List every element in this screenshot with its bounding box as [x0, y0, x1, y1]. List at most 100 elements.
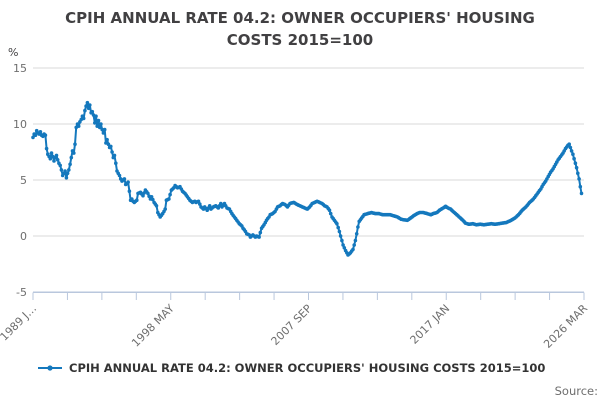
- x-tick-label: 1998 MAY: [129, 302, 177, 350]
- y-tick-label: 5: [20, 174, 27, 187]
- series-point: [351, 247, 355, 252]
- series-point: [337, 229, 342, 234]
- series-point: [55, 158, 60, 162]
- series-point: [76, 124, 81, 128]
- series-point: [353, 238, 358, 243]
- series-point: [31, 135, 35, 140]
- series-point: [574, 165, 579, 170]
- series-point: [122, 177, 127, 181]
- series-point: [73, 142, 77, 146]
- series-point: [207, 204, 212, 208]
- series-point: [88, 103, 92, 107]
- series-point: [83, 108, 87, 113]
- series-point: [151, 197, 155, 202]
- series-point: [258, 230, 263, 235]
- series-point: [100, 127, 104, 132]
- series-point: [59, 168, 64, 172]
- source-label: Source:: [554, 384, 598, 398]
- series-point: [127, 189, 132, 193]
- series-point: [352, 243, 357, 247]
- series-point: [577, 177, 581, 181]
- series-point: [106, 142, 111, 146]
- series-point: [105, 137, 109, 142]
- chart-title: CPIH ANNUAL RATE 04.2: OWNER OCCUPIERS' …: [65, 9, 535, 49]
- series-point: [43, 133, 48, 137]
- series-point: [257, 235, 261, 239]
- legend-line-marker-icon: [38, 365, 62, 371]
- series-point: [196, 199, 201, 204]
- series-point: [64, 176, 69, 180]
- series-point: [96, 118, 101, 123]
- series-point: [112, 153, 117, 158]
- series-point: [97, 125, 102, 130]
- series-point: [198, 202, 202, 206]
- series-point: [102, 127, 107, 132]
- chart-plot: 15 10 5 0 -5 1989 J… 1998 MAY 2007 SEP 2017 JAN 2…: [0, 62, 590, 351]
- series-point: [67, 168, 71, 172]
- series-point: [49, 151, 54, 155]
- series-point: [578, 184, 583, 189]
- series-point: [93, 121, 97, 125]
- y-tick-label: 0: [20, 230, 27, 243]
- x-tick-label: 2007 SEP: [269, 302, 315, 348]
- series-point: [573, 161, 578, 165]
- series-line: [32, 101, 583, 256]
- series-point: [86, 106, 91, 111]
- series-point: [63, 169, 67, 173]
- series-point: [154, 204, 159, 208]
- series-point: [167, 197, 171, 201]
- series-point: [90, 109, 95, 114]
- series-point: [168, 192, 172, 197]
- series-point: [65, 171, 70, 176]
- series-point: [81, 116, 86, 121]
- legend-label: CPIH ANNUAL RATE 04.2: OWNER OCCUPIERS' …: [69, 361, 546, 375]
- series-point: [568, 145, 573, 150]
- series-point: [342, 246, 347, 250]
- series-point: [149, 195, 154, 199]
- series-point: [94, 114, 98, 118]
- series-point: [327, 208, 332, 212]
- series-point: [54, 153, 59, 158]
- series-point: [84, 104, 88, 108]
- series-point: [356, 225, 360, 229]
- series-point: [567, 142, 571, 146]
- series-point: [335, 221, 339, 226]
- x-tick-label: 2017 JAN: [408, 302, 453, 347]
- legend: CPIH ANNUAL RATE 04.2: OWNER OCCUPIERS' …: [37, 361, 545, 375]
- series-point: [114, 161, 118, 165]
- y-axis-unit-label: %: [8, 46, 19, 59]
- series-point: [33, 133, 38, 137]
- y-tick-label: 15: [13, 62, 27, 75]
- series-point: [68, 162, 72, 167]
- series-point: [48, 156, 53, 161]
- series-point: [117, 173, 122, 178]
- series-point: [99, 122, 103, 126]
- series-point: [135, 198, 139, 202]
- series-point: [146, 191, 150, 196]
- series-point: [338, 234, 343, 238]
- series-point: [163, 207, 167, 211]
- series-point: [341, 243, 345, 247]
- y-tick-label: -5: [16, 286, 27, 299]
- series-point: [85, 100, 90, 105]
- series-point: [72, 151, 76, 155]
- series-point: [579, 191, 584, 196]
- x-tick-label: 2026 MAR: [541, 302, 590, 351]
- series-point: [101, 131, 106, 135]
- series-point: [109, 144, 113, 149]
- series-point: [58, 163, 62, 168]
- series-point: [336, 225, 341, 230]
- series-point: [52, 159, 56, 163]
- series-point: [354, 232, 359, 236]
- series-point: [69, 155, 74, 160]
- series-point: [141, 193, 145, 198]
- series-point: [328, 211, 333, 216]
- series-point: [110, 150, 114, 154]
- series-point: [340, 238, 344, 243]
- x-tick-label: 1989 J…: [0, 302, 39, 344]
- series-point: [126, 180, 130, 184]
- series-point: [38, 130, 43, 134]
- series-point: [571, 152, 575, 156]
- series-point: [44, 146, 49, 151]
